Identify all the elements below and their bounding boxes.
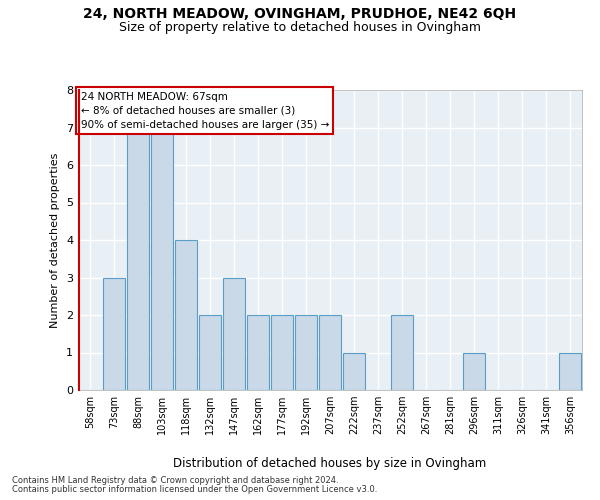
Text: Distribution of detached houses by size in Ovingham: Distribution of detached houses by size … [173, 458, 487, 470]
Bar [127, 128, 149, 390]
Bar [391, 315, 413, 390]
Bar [151, 128, 173, 390]
Bar [343, 352, 365, 390]
Text: Size of property relative to detached houses in Ovingham: Size of property relative to detached ho… [119, 21, 481, 34]
Text: Contains HM Land Registry data © Crown copyright and database right 2024.: Contains HM Land Registry data © Crown c… [12, 476, 338, 485]
Bar [559, 352, 581, 390]
Bar [199, 315, 221, 390]
Y-axis label: Number of detached properties: Number of detached properties [50, 152, 61, 328]
Bar [295, 315, 317, 390]
Text: 24 NORTH MEADOW: 67sqm
← 8% of detached houses are smaller (3)
90% of semi-detac: 24 NORTH MEADOW: 67sqm ← 8% of detached … [80, 92, 329, 130]
Bar [103, 278, 125, 390]
Bar [223, 278, 245, 390]
Bar [463, 352, 485, 390]
Bar [319, 315, 341, 390]
Text: 24, NORTH MEADOW, OVINGHAM, PRUDHOE, NE42 6QH: 24, NORTH MEADOW, OVINGHAM, PRUDHOE, NE4… [83, 8, 517, 22]
Text: Contains public sector information licensed under the Open Government Licence v3: Contains public sector information licen… [12, 485, 377, 494]
Bar [247, 315, 269, 390]
Bar [271, 315, 293, 390]
Bar [175, 240, 197, 390]
